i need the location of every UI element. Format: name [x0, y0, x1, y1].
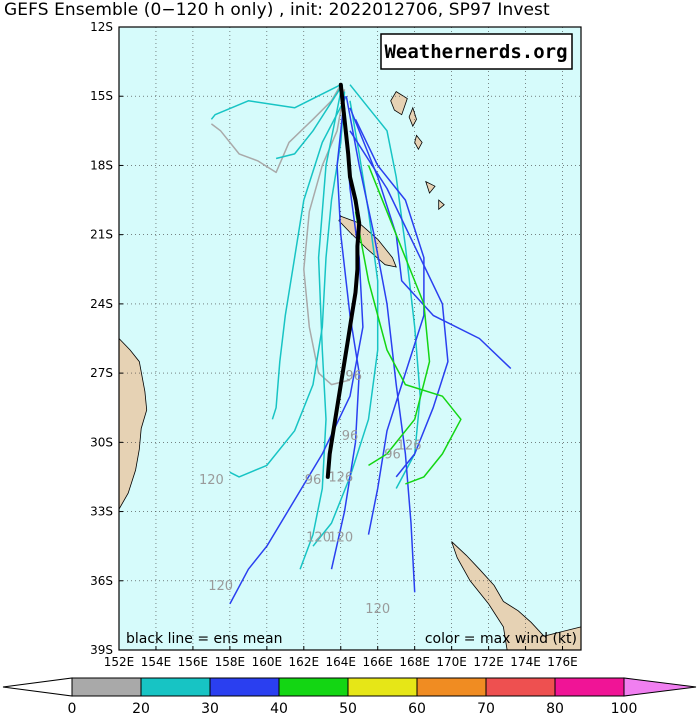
colorbar-left-arrow — [2, 677, 73, 697]
ensemble-member-track — [229, 91, 346, 478]
colorbar-segment — [347, 677, 418, 697]
land-vanuatu-5 — [438, 199, 445, 211]
ensemble-member-track — [367, 165, 431, 467]
lat-tick-label: 12S — [90, 20, 113, 34]
lat-tick-label: 15S — [90, 89, 113, 103]
colorbar-segment — [140, 677, 211, 697]
ensemble-mean-layer — [325, 82, 362, 479]
land-vanuatu-4 — [425, 180, 436, 194]
chart-title: GEFS Ensemble (0−120 h only) , init: 202… — [4, 0, 550, 20]
colorbar: 0 20 30 40 50 60 70 80 100 — [2, 677, 697, 716]
ensemble-member-track — [349, 130, 449, 478]
lon-tick-labels: 152E 154E 156E 158E 160E 162E 164E 166E 168E 170E… — [104, 646, 578, 669]
ensemble-member-track — [354, 211, 462, 485]
ensemble-mean-track — [325, 82, 362, 479]
lon-tick-label: 158E — [215, 655, 246, 669]
ensemble-member-track — [354, 118, 425, 535]
forecast-hour-label: 120 — [365, 602, 390, 617]
colorbar-tick-label: 50 — [339, 701, 357, 716]
lon-tick-label: 156E — [178, 655, 209, 669]
lat-tick-label: 33S — [90, 505, 113, 519]
lon-tick-label: 172E — [473, 655, 504, 669]
forecast-hour-label: 120 — [199, 473, 224, 488]
ensemble-member-track — [345, 96, 416, 593]
forecast-hour-label: 120 — [328, 531, 353, 546]
colorbar-tick-label: 100 — [611, 701, 638, 716]
forecast-hour-label: 120 — [306, 531, 331, 546]
ensemble-member-track — [349, 84, 421, 489]
lat-tick-label: 18S — [90, 158, 113, 172]
watermark-box: Weathernerds.org — [380, 33, 573, 70]
lon-tick-label: 154E — [141, 655, 172, 669]
grid-layer — [119, 27, 581, 650]
colorbar-tick-label: 0 — [68, 701, 77, 716]
lon-tick-label: 164E — [326, 655, 357, 669]
lon-tick-label: 174E — [510, 655, 541, 669]
colorbar-tick-label: 30 — [201, 701, 219, 716]
lon-tick-label: 166E — [362, 655, 393, 669]
forecast-hour-label: 126 — [397, 438, 422, 453]
colorbar-right-arrow — [623, 677, 697, 697]
lon-tick-label: 162E — [289, 655, 320, 669]
legend-right-text: color = max wind (kt) — [425, 631, 577, 647]
ensemble-member-track — [349, 107, 512, 370]
lon-tick-label: 160E — [252, 655, 283, 669]
forecast-hour-label: 126 — [328, 471, 353, 486]
lat-tick-label: 24S — [90, 297, 113, 311]
forecast-hour-label: 96 — [342, 429, 359, 444]
lat-tick-label: 39S — [90, 643, 113, 657]
lat-tick-labels: 12S 15S 18S 21S 24S 27S 30S 33S 36S 39S — [90, 20, 123, 657]
colorbar-tick-label: 40 — [270, 701, 288, 716]
map-frame — [118, 26, 582, 651]
track-layer — [210, 84, 512, 605]
land-new-caledonia — [338, 215, 397, 268]
forecast-hour-label: 96 — [305, 473, 322, 488]
ensemble-member-track — [210, 84, 342, 120]
lon-tick-label: 168E — [399, 655, 430, 669]
colorbar-tick-label: 60 — [408, 701, 426, 716]
lat-tick-label: 27S — [90, 366, 113, 380]
colorbar-segment — [71, 677, 142, 697]
watermark-text: Weathernerds.org — [384, 41, 567, 63]
colorbar-tick-label: 20 — [132, 701, 150, 716]
lon-tick-label: 152E — [104, 655, 135, 669]
lat-tick-label: 21S — [90, 228, 113, 242]
ensemble-member-track — [312, 100, 379, 547]
lat-tick-label: 30S — [90, 435, 113, 449]
colorbar-segment — [209, 677, 280, 697]
lon-tick-label: 170E — [436, 655, 467, 669]
land-layer — [118, 91, 582, 651]
forecast-hour-label: 120 — [208, 579, 233, 594]
forecast-hour-label: 96 — [345, 369, 362, 384]
land-vanuatu-1 — [390, 91, 408, 116]
ensemble-member-track — [303, 89, 351, 386]
ensemble-member-track — [210, 84, 342, 174]
colorbar-segment — [278, 677, 349, 697]
forecast-hour-label: 96 — [384, 447, 401, 462]
colorbar-segment — [416, 677, 487, 697]
colorbar-segment — [485, 677, 556, 697]
lon-tick-label: 176E — [547, 655, 578, 669]
colorbar-segment — [554, 677, 625, 697]
ensemble-member-track — [330, 96, 360, 570]
ensemble-member-track — [275, 84, 344, 160]
colorbar-tick-label: 70 — [477, 701, 495, 716]
legend-left-text: black line = ens mean — [126, 631, 282, 647]
ensemble-member-track — [271, 95, 347, 420]
colorbar-tick-label: 80 — [546, 701, 564, 716]
ensemble-member-track — [299, 91, 342, 570]
land-vanuatu-2 — [408, 106, 417, 128]
lat-tick-label: 36S — [90, 574, 113, 588]
land-vanuatu-3 — [414, 134, 423, 151]
